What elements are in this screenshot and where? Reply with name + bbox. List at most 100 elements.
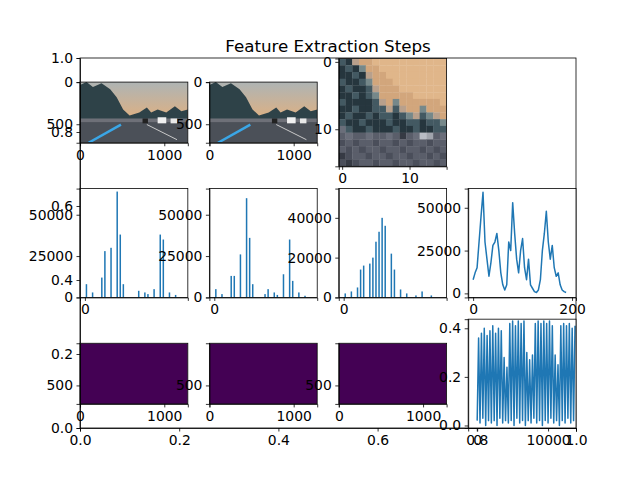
image-fill — [339, 343, 447, 404]
frame — [339, 343, 447, 404]
y-axis: 0500 — [176, 74, 210, 143]
pixel — [406, 119, 413, 126]
pixel — [359, 92, 366, 99]
tick-label: 0 — [338, 170, 347, 186]
pixel — [352, 72, 359, 79]
pixel — [399, 112, 406, 119]
pixel — [386, 160, 393, 167]
pixel — [413, 153, 420, 160]
frame — [80, 343, 188, 404]
tick-mark — [77, 297, 81, 298]
tick-label: 0 — [194, 289, 203, 305]
bar — [375, 242, 377, 298]
pixel — [413, 133, 420, 140]
tick-mark — [465, 293, 469, 294]
pixel — [393, 126, 400, 133]
pixel — [386, 119, 393, 126]
photo-car — [272, 118, 277, 123]
pixel — [440, 139, 447, 146]
pixel — [440, 126, 447, 133]
axis-line — [77, 189, 81, 298]
pixel — [339, 72, 346, 79]
axis-line — [77, 344, 81, 405]
plot-area — [209, 343, 317, 404]
pixel — [386, 112, 393, 119]
subplot: 010000500 — [176, 74, 318, 163]
pixel — [440, 92, 447, 99]
pixel — [420, 65, 427, 72]
bar — [234, 276, 236, 298]
tick: 1000 — [147, 404, 182, 424]
bar — [369, 264, 371, 298]
pixel — [366, 146, 373, 153]
tick-label: 0.2 — [439, 369, 461, 385]
pixel — [352, 58, 359, 65]
pixel — [406, 139, 413, 146]
pixel — [352, 139, 359, 146]
pixel — [406, 153, 413, 160]
y-axis: 02500050000 — [417, 189, 469, 301]
axis-line — [339, 298, 447, 301]
tick: 0 — [76, 143, 85, 163]
tick-label: 40000 — [288, 210, 332, 226]
tick-label: 0.0 — [439, 417, 461, 433]
pixel — [352, 79, 359, 86]
pixel — [406, 99, 413, 106]
tick-mark — [465, 251, 469, 252]
tick-label: 0 — [194, 74, 203, 90]
pixel — [352, 65, 359, 72]
tick: 1.0 — [51, 50, 80, 66]
tick: 0 — [323, 54, 339, 70]
y-axis: 02500050000 — [158, 189, 210, 305]
plot-background — [209, 82, 317, 143]
pixel — [399, 106, 406, 113]
pixel — [399, 65, 406, 72]
bar — [274, 292, 276, 297]
bar — [267, 289, 269, 297]
pixel — [393, 79, 400, 86]
tick-mark — [77, 215, 81, 216]
pixel — [379, 99, 386, 106]
pixel — [352, 126, 359, 133]
tick-label: 200 — [559, 301, 586, 317]
tick-label: 0.8 — [466, 432, 488, 448]
pixel — [339, 133, 346, 140]
tick-label: 0 — [76, 147, 85, 163]
pixel — [366, 112, 373, 119]
tick-label: 0.2 — [169, 432, 191, 448]
pixel — [406, 112, 413, 119]
pixel — [413, 72, 420, 79]
pixel — [393, 153, 400, 160]
tick-label: 0.2 — [51, 346, 73, 362]
pixel — [426, 153, 433, 160]
y-axis: 010 — [314, 54, 339, 167]
tick: 0.4 — [268, 428, 290, 448]
pixel — [359, 139, 366, 146]
pixel — [359, 85, 366, 92]
pixel — [406, 58, 413, 65]
image-fill — [80, 343, 188, 404]
pixel — [406, 160, 413, 167]
photo-car — [287, 117, 296, 123]
pixel — [379, 126, 386, 133]
tick-mark — [335, 62, 339, 63]
photo-lane — [276, 125, 306, 140]
line — [473, 192, 566, 292]
pixel — [372, 85, 379, 92]
pixel — [352, 153, 359, 160]
pixel — [379, 92, 386, 99]
tick-mark — [77, 124, 81, 125]
pixel — [372, 119, 379, 126]
subplot: 01000500 — [46, 343, 188, 424]
axis-line — [465, 320, 469, 429]
pixel — [399, 72, 406, 79]
frame — [209, 343, 317, 404]
pixel — [426, 92, 433, 99]
pixel — [386, 139, 393, 146]
pixel — [359, 133, 366, 140]
photo-car — [300, 118, 306, 123]
pixel — [420, 106, 427, 113]
pixel — [359, 65, 366, 72]
bar — [394, 270, 396, 298]
pixel — [379, 139, 386, 146]
